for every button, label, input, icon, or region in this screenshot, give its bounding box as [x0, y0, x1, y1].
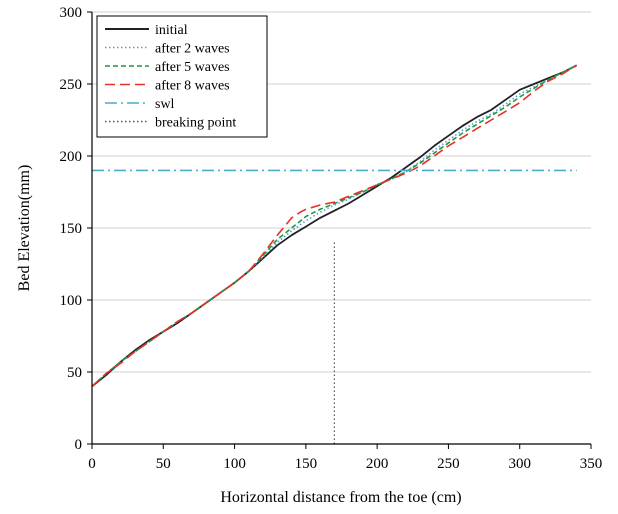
- x-tick-label: 300: [508, 456, 531, 472]
- y-axis-title: Bed Elevation(mm): [16, 165, 33, 292]
- y-tick-label: 150: [60, 221, 83, 237]
- legend-label: swl: [155, 97, 175, 112]
- y-tick-label: 250: [60, 77, 83, 93]
- y-tick-label: 0: [75, 437, 83, 453]
- x-tick-label: 0: [88, 456, 96, 472]
- legend-box: [96, 15, 268, 138]
- legend-label: after 5 waves: [155, 60, 230, 75]
- y-tick-label: 50: [67, 365, 82, 381]
- y-tick-label: 300: [60, 5, 83, 21]
- x-axis-title: Horizontal distance from the toe (cm): [220, 489, 461, 506]
- y-tick-label: 100: [60, 293, 83, 309]
- x-tick-label: 100: [223, 456, 246, 472]
- series-line-after-5-waves: [91, 64, 578, 387]
- legend-label: breaking point: [155, 116, 236, 131]
- series-layer: [91, 64, 578, 444]
- x-tick-label: 150: [295, 456, 318, 472]
- x-tick-label: 200: [366, 456, 389, 472]
- legend-label: after 8 waves: [155, 79, 230, 94]
- legend-label: after 2 waves: [155, 42, 230, 57]
- legend: initial after 2 waves after 5 waves after 8…: [96, 15, 268, 138]
- x-tick-label: 50: [156, 456, 171, 472]
- y-tick-label: 200: [60, 149, 83, 165]
- x-tick-label: 250: [437, 456, 460, 472]
- series-line-after-8-waves: [91, 64, 578, 387]
- tick-labels: 0 50 100 150 200 250 300 350 0 50 100 150 200 250 300: [60, 5, 603, 472]
- x-tick-label: 350: [580, 456, 603, 472]
- legend-label: initial: [155, 23, 188, 38]
